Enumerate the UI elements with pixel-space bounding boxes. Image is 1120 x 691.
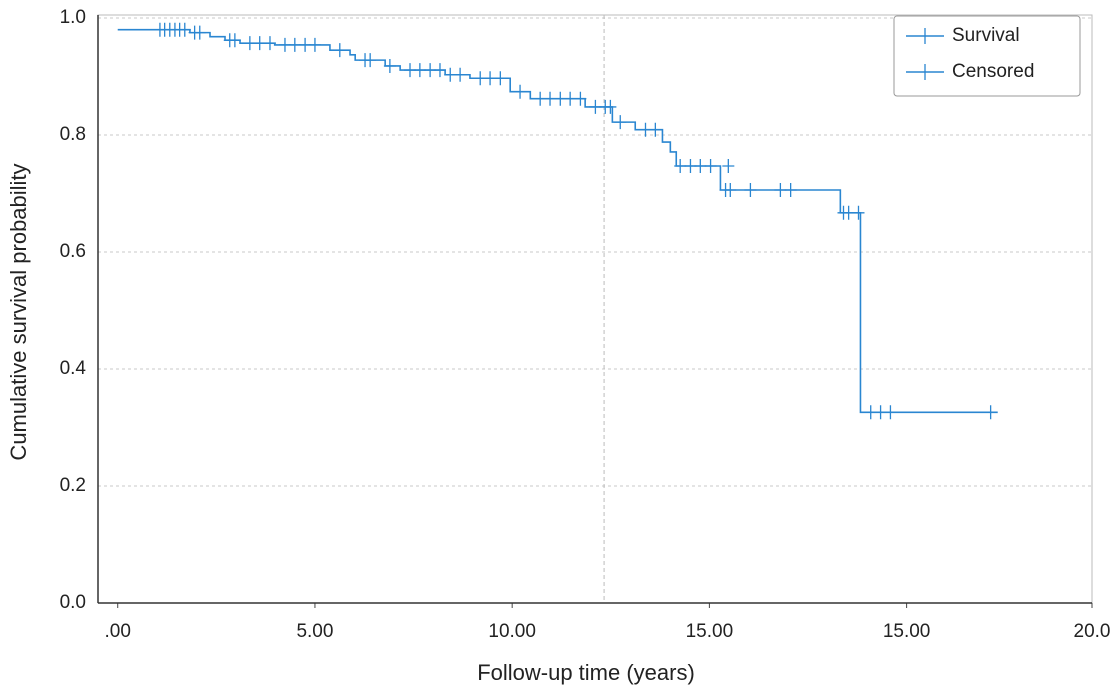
censor-mark <box>722 159 735 174</box>
censor-mark <box>774 182 787 197</box>
y-tick-label: 1.0 <box>60 7 86 28</box>
censor-mark <box>193 25 206 40</box>
censor-mark <box>704 159 717 174</box>
censor-mark <box>544 91 557 106</box>
censor-mark <box>333 43 346 58</box>
survival-line <box>117 28 998 414</box>
censor-mark <box>564 91 577 106</box>
legend: Survival Censored <box>893 15 1081 97</box>
censor-mark <box>413 63 426 78</box>
censor-mark <box>364 53 377 68</box>
censor-mark <box>984 405 997 420</box>
censor-mark <box>228 33 241 48</box>
x-tick-label: 20.0 <box>1074 621 1111 642</box>
censor-mark <box>454 67 467 82</box>
x-tick-label: .00 <box>105 621 131 642</box>
censor-mark <box>744 182 757 197</box>
x-tick-label: 15.00 <box>883 621 931 642</box>
censor-mark <box>884 405 897 420</box>
censor-mark <box>178 22 191 37</box>
censor-mark <box>694 159 707 174</box>
censor-mark <box>494 71 507 86</box>
censor-mark <box>288 37 301 52</box>
censor-mark <box>614 115 627 130</box>
censor-mark <box>514 84 527 99</box>
censor-mark <box>604 99 617 114</box>
censor-mark <box>649 122 662 137</box>
y-tick-label: 0.2 <box>60 475 86 496</box>
y-tick-label: 0.4 <box>60 358 87 379</box>
censor-mark <box>484 71 497 86</box>
x-tick-label: 10.00 <box>488 621 536 642</box>
censor-mark <box>852 205 865 220</box>
x-tick-label: 15.00 <box>686 621 734 642</box>
censor-mark <box>724 182 737 197</box>
x-tick-label: 5.00 <box>296 621 333 642</box>
censor-mark <box>784 182 797 197</box>
censor-mark <box>674 159 687 174</box>
censor-mark <box>433 63 446 78</box>
x-axis-label: Follow-up time (years) <box>477 660 695 685</box>
y-tick-label: 0.0 <box>60 592 86 613</box>
y-tick-label: 0.6 <box>60 241 86 262</box>
censor-mark <box>308 37 321 52</box>
censor-mark <box>574 91 587 106</box>
legend-label: Censored <box>952 61 1034 82</box>
censor-mark <box>383 58 396 73</box>
legend-label: Survival <box>952 25 1020 46</box>
y-axis-label: Cumulative survival probability <box>6 163 31 460</box>
y-tick-label: 0.8 <box>60 124 86 145</box>
censor-mark <box>263 36 276 51</box>
censor-mark <box>253 36 266 51</box>
